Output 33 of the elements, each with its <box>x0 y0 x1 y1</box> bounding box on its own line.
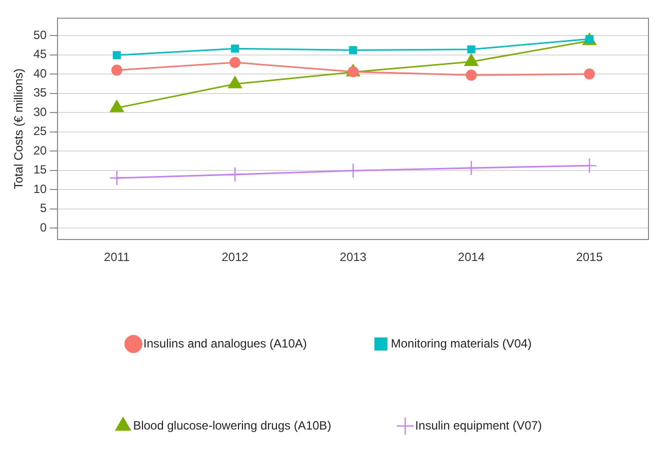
y-tick-label: 5 <box>40 201 48 216</box>
x-tick-label: 2014 <box>458 250 485 264</box>
legend-label: Blood glucose-lowering drugs (A10B) <box>133 418 332 432</box>
point <box>346 163 361 178</box>
x-tick-label: 2012 <box>222 250 249 264</box>
y-tick-label: 45 <box>33 47 48 62</box>
x-tick-label: 2015 <box>576 250 604 264</box>
legend-label: Monitoring materials (V04) <box>390 336 532 350</box>
y-tick-label: 15 <box>33 162 48 177</box>
y-axis-title: Total Costs (€ millions) <box>12 68 26 190</box>
point <box>464 160 479 176</box>
point <box>230 44 240 53</box>
point <box>466 70 477 81</box>
y-tick-label: 35 <box>33 86 48 100</box>
legend-label: Insulins and analogues (A10A) <box>143 336 307 350</box>
point <box>229 56 240 68</box>
y-tick-label: 0 <box>40 220 48 234</box>
x-tick-label: 2013 <box>340 250 367 264</box>
y-tick-label: 40 <box>33 66 48 80</box>
y-tick-label: 20 <box>33 143 48 158</box>
y-tick-label: 50 <box>33 28 48 42</box>
y-tick-label: 10 <box>33 182 48 196</box>
y-tick-label: 30 <box>33 104 48 119</box>
point <box>584 68 595 80</box>
x-tick-label: 2011 <box>104 250 130 264</box>
point <box>467 45 476 54</box>
y-tick-label: 25 <box>33 124 48 138</box>
legend-label: Insulin equipment (V07) <box>415 418 542 432</box>
point <box>111 64 122 76</box>
point <box>349 46 358 54</box>
point <box>109 170 124 186</box>
point <box>112 51 121 60</box>
point <box>227 166 243 182</box>
